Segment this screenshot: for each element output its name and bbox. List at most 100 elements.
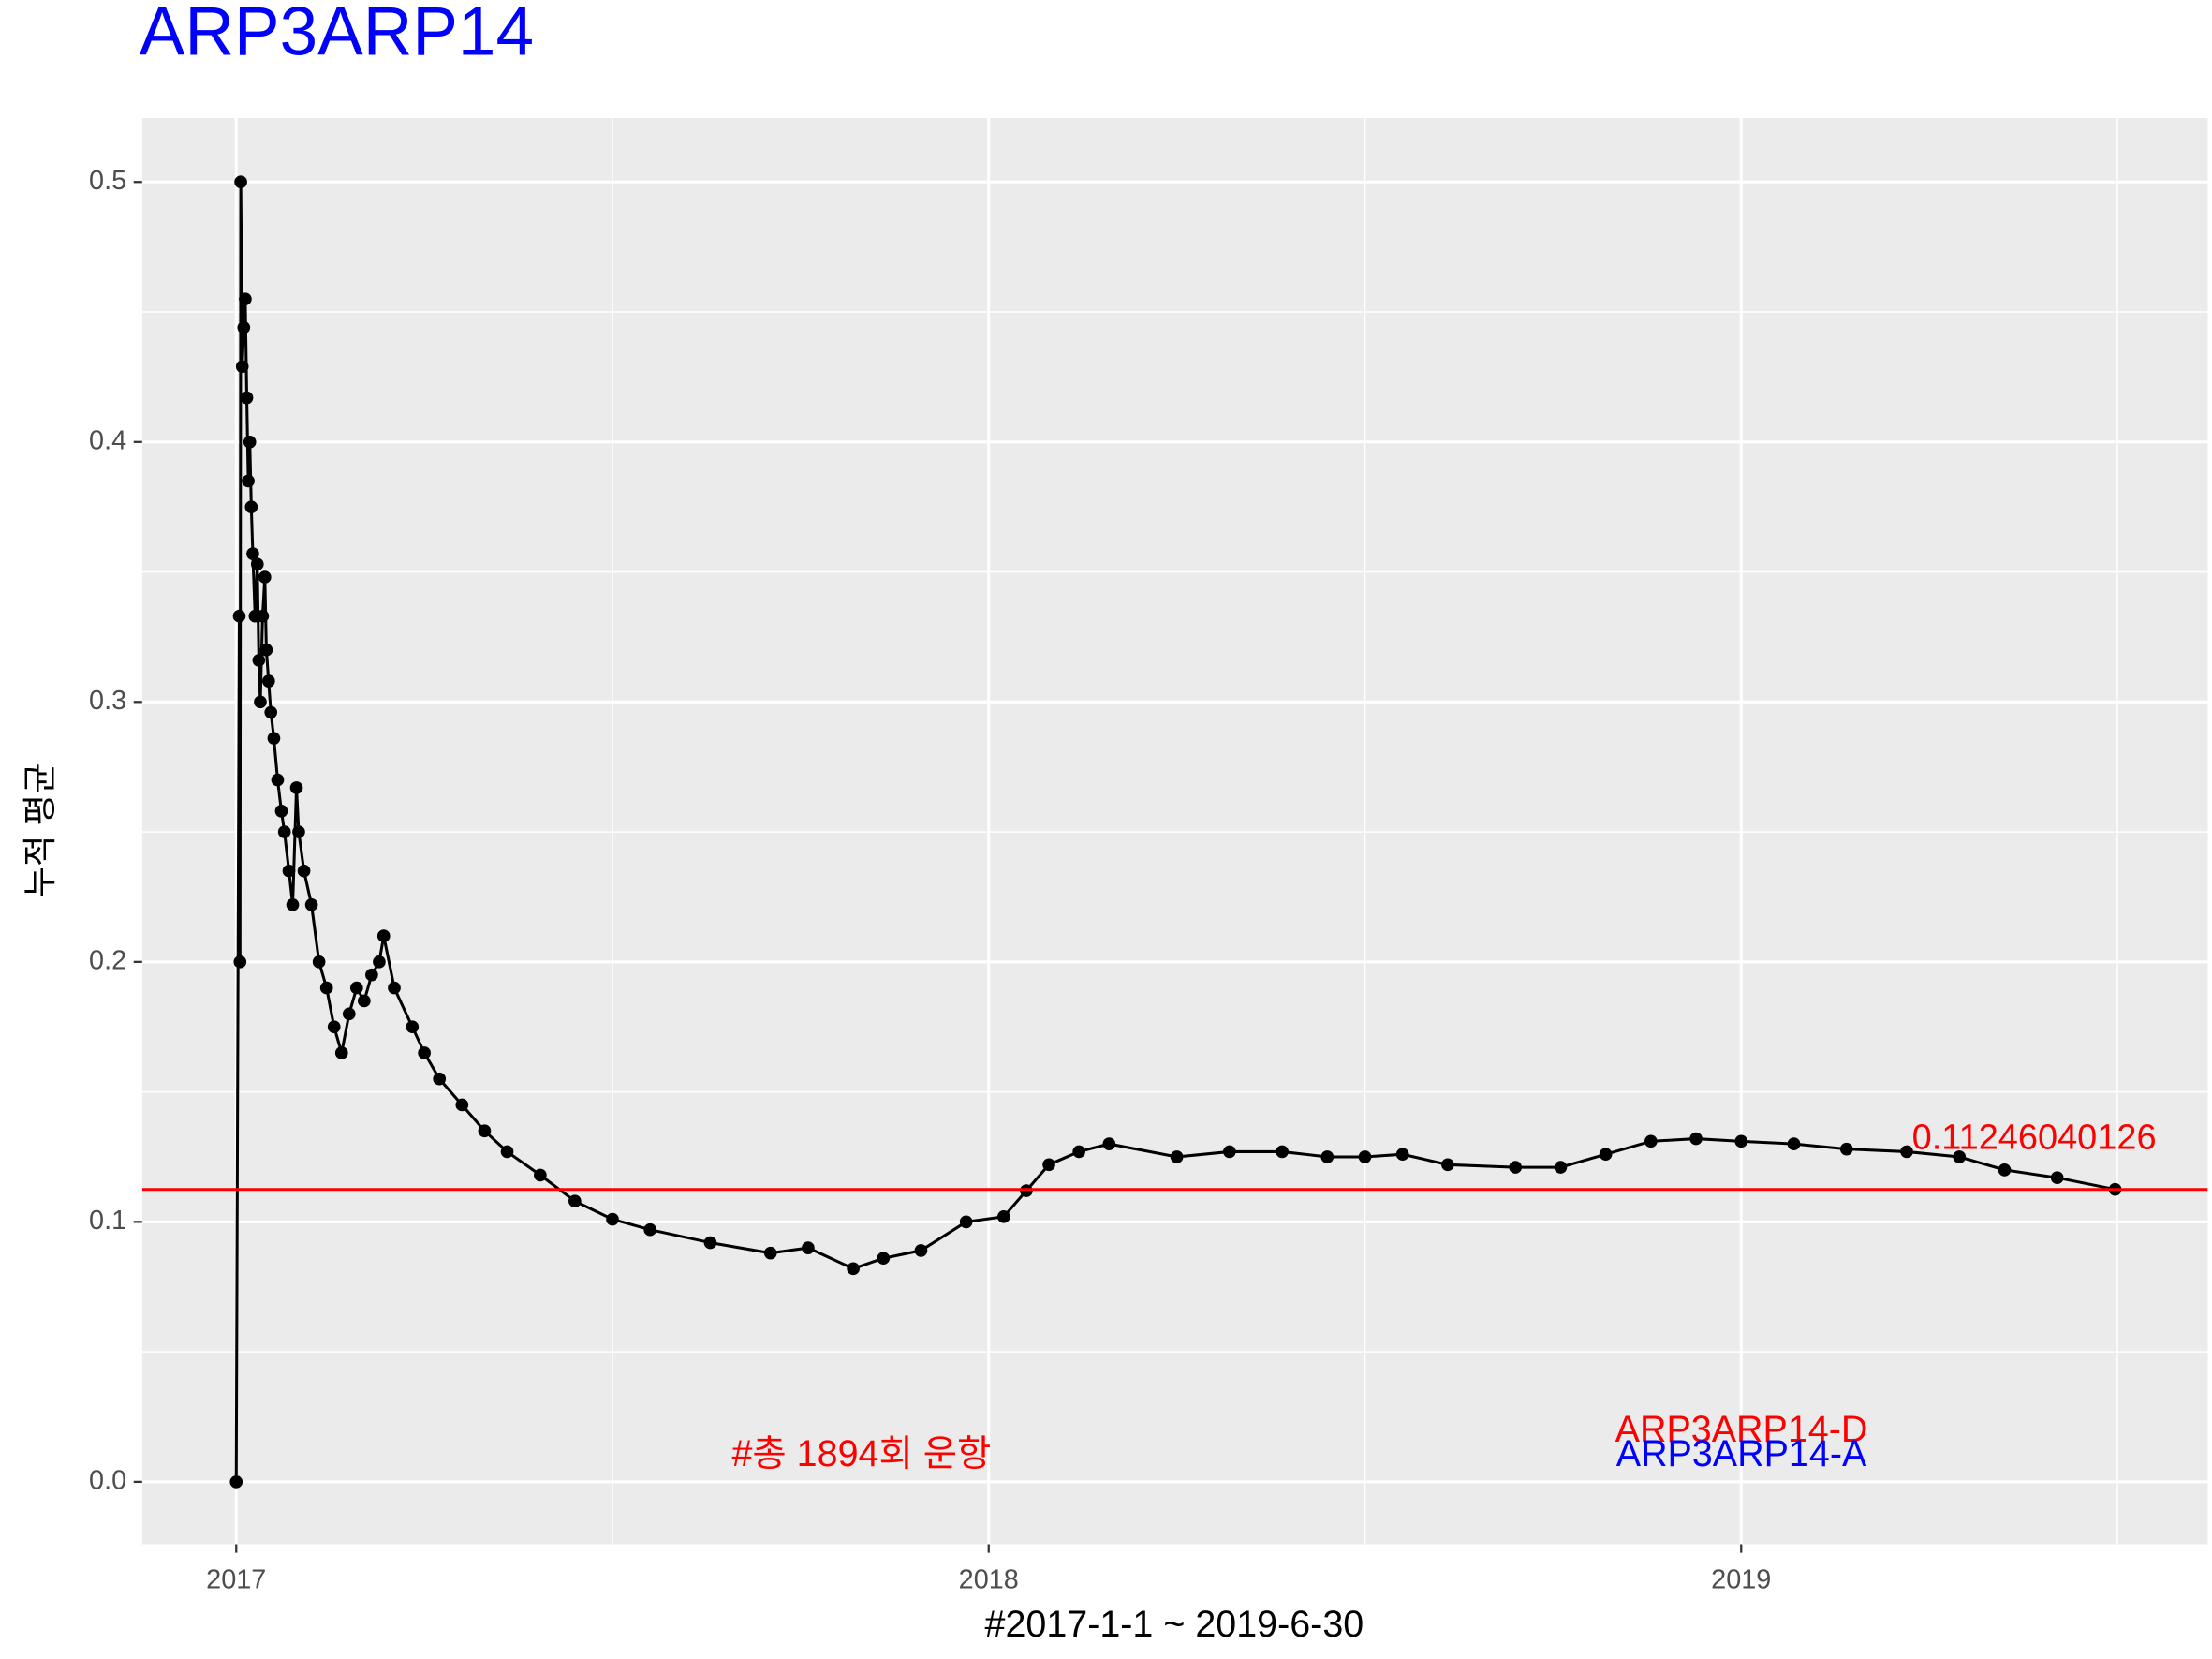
- y-tick-label: 0.2: [89, 945, 126, 975]
- data-point: [319, 981, 333, 995]
- data-point: [418, 1046, 431, 1059]
- data-point: [242, 474, 255, 488]
- data-point: [334, 1046, 348, 1059]
- y-tick-label: 0.1: [89, 1206, 126, 1236]
- data-point: [373, 955, 386, 969]
- data-point: [349, 981, 363, 995]
- annotation: ARP3ARP14-D: [1615, 1409, 1868, 1450]
- x-tick-label: 2018: [959, 1565, 1019, 1595]
- y-tick-label: 0.3: [89, 686, 126, 716]
- data-point: [243, 435, 257, 449]
- data-point: [252, 654, 266, 667]
- data-point: [239, 292, 252, 305]
- data-point: [1599, 1148, 1613, 1162]
- data-point: [250, 557, 264, 571]
- grid: [141, 117, 2208, 1545]
- data-point: [433, 1072, 447, 1086]
- data-point: [1787, 1137, 1801, 1150]
- data-point: [240, 391, 254, 405]
- marks: 0.11246040126 #총 1894회 운항 ARP3ARP14-DARP3A…: [141, 175, 2208, 1489]
- data-point: [1320, 1150, 1335, 1163]
- data-point: [244, 500, 258, 514]
- data-point: [358, 994, 371, 1008]
- data-point: [1042, 1158, 1055, 1172]
- panel: [141, 117, 2208, 1545]
- data-point: [1441, 1158, 1454, 1172]
- data-point: [1509, 1161, 1523, 1174]
- data-point: [802, 1241, 815, 1254]
- data-point: [1734, 1134, 1748, 1148]
- data-point: [246, 547, 259, 560]
- data-point: [2050, 1171, 2064, 1185]
- reference-label: 0.11246040126: [1912, 1118, 2157, 1158]
- data-point: [1554, 1161, 1568, 1174]
- data-point: [277, 825, 291, 838]
- data-point: [232, 609, 246, 623]
- data-point: [388, 981, 401, 995]
- data-point: [847, 1262, 860, 1276]
- data-point: [959, 1215, 973, 1229]
- data-point: [1072, 1145, 1086, 1159]
- data-point: [267, 732, 281, 745]
- data-point: [478, 1124, 492, 1138]
- data-point: [261, 674, 275, 688]
- series-line: [234, 182, 2116, 1482]
- data-point: [229, 1475, 243, 1489]
- data-point: [297, 864, 311, 878]
- data-point: [256, 609, 270, 623]
- data-point: [643, 1222, 657, 1237]
- data-point: [282, 864, 296, 878]
- data-point: [500, 1145, 514, 1159]
- data-point: [264, 705, 278, 719]
- data-point: [258, 570, 272, 584]
- data-point: [234, 175, 247, 189]
- data-point: [312, 955, 326, 969]
- y-tick-label: 0.0: [89, 1466, 126, 1496]
- data-point: [914, 1244, 928, 1257]
- data-point: [877, 1252, 891, 1266]
- axes: 0.0 0.1 0.2 0.3 0.4 0.5 2017 2018 2019: [89, 166, 1771, 1595]
- data-point: [1998, 1163, 2012, 1177]
- data-point: [763, 1246, 777, 1260]
- annotation: ARP3ARP14-A: [1616, 1433, 1867, 1474]
- data-point: [289, 781, 303, 794]
- data-point: [327, 1020, 341, 1034]
- data-point: [406, 1020, 420, 1034]
- annotation: #총 1894회 운항: [731, 1433, 991, 1474]
- data-point: [365, 968, 378, 982]
- chart-title: ARP3ARP14: [140, 0, 534, 70]
- data-point: [1223, 1145, 1236, 1159]
- data-point: [1395, 1148, 1409, 1162]
- y-axis-title: 누적 평균: [21, 763, 59, 897]
- data-point: [259, 643, 273, 657]
- data-point: [1689, 1132, 1703, 1146]
- data-point: [703, 1236, 717, 1250]
- x-tick-label: 2019: [1711, 1565, 1771, 1595]
- x-axis-title: #2017-1-1 ~ 2019-6-30: [985, 1604, 1364, 1645]
- y-tick-label: 0.4: [89, 425, 126, 455]
- data-point: [304, 897, 318, 911]
- data-point: [1953, 1150, 1967, 1163]
- data-point: [1358, 1150, 1372, 1163]
- data-point: [1170, 1150, 1184, 1163]
- x-tick-label: 2017: [206, 1565, 266, 1595]
- data-point: [286, 897, 300, 911]
- data-point: [233, 955, 247, 969]
- data-point: [376, 929, 391, 942]
- data-point: [1276, 1145, 1289, 1159]
- data-point: [1102, 1137, 1116, 1150]
- data-point: [237, 320, 251, 334]
- y-tick-label: 0.5: [89, 166, 126, 196]
- data-point: [271, 773, 285, 787]
- data-point: [455, 1098, 469, 1112]
- data-point: [274, 805, 288, 818]
- data-point: [606, 1212, 619, 1226]
- data-point: [342, 1007, 356, 1021]
- data-point: [996, 1209, 1010, 1223]
- data-point: [1839, 1142, 1853, 1156]
- data-point: [1644, 1134, 1658, 1148]
- data-point: [235, 360, 249, 374]
- data-point: [568, 1194, 582, 1207]
